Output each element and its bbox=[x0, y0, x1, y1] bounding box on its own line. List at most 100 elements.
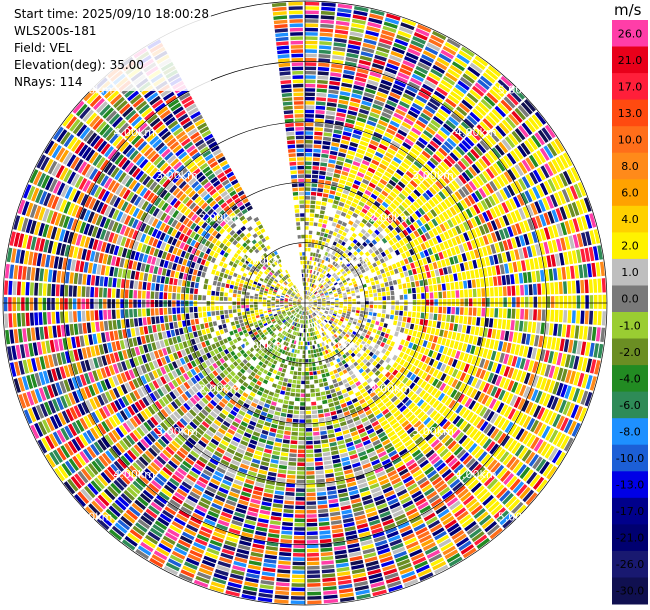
velocity-gate bbox=[419, 195, 427, 204]
velocity-gate bbox=[316, 307, 321, 310]
velocity-gate bbox=[352, 344, 358, 349]
velocity-gate bbox=[323, 355, 328, 360]
velocity-gate bbox=[565, 187, 575, 202]
velocity-gate bbox=[308, 298, 312, 301]
velocity-gate bbox=[386, 167, 395, 175]
velocity-gate bbox=[408, 329, 413, 336]
velocity-gate bbox=[389, 91, 401, 100]
velocity-gate bbox=[458, 244, 465, 253]
velocity-gate bbox=[305, 79, 316, 84]
velocity-gate bbox=[509, 394, 518, 407]
velocity-gate bbox=[360, 197, 367, 204]
velocity-gate bbox=[370, 108, 382, 115]
velocity-gate bbox=[355, 76, 367, 83]
velocity-gate bbox=[499, 189, 508, 201]
velocity-gate bbox=[450, 247, 457, 256]
velocity-gate bbox=[320, 162, 328, 167]
velocity-gate bbox=[527, 373, 535, 386]
velocity-gate bbox=[343, 294, 347, 298]
velocity-gate bbox=[364, 325, 369, 330]
velocity-gate bbox=[442, 250, 448, 259]
velocity-gate bbox=[392, 354, 398, 361]
velocity-gate bbox=[331, 278, 336, 283]
velocity-gate bbox=[567, 310, 572, 323]
velocity-gate bbox=[351, 293, 356, 297]
velocity-gate bbox=[326, 315, 331, 319]
velocity-gate bbox=[308, 304, 313, 307]
velocity-gate bbox=[312, 297, 316, 299]
velocity-gate bbox=[349, 141, 359, 148]
velocity-gate bbox=[283, 435, 291, 440]
velocity-gate bbox=[437, 392, 446, 402]
velocity-gate bbox=[352, 239, 358, 244]
velocity-gate bbox=[585, 358, 593, 373]
velocity-gate bbox=[486, 410, 495, 422]
velocity-gate bbox=[588, 310, 594, 325]
velocity-gate bbox=[337, 103, 348, 109]
velocity-gate bbox=[331, 316, 335, 320]
velocity-gate bbox=[403, 117, 414, 126]
velocity-gate bbox=[518, 320, 524, 332]
velocity-gate bbox=[552, 413, 561, 428]
velocity-gate bbox=[421, 363, 428, 371]
velocity-gate bbox=[497, 204, 505, 215]
velocity-gate bbox=[394, 379, 401, 387]
velocity-gate bbox=[465, 270, 471, 280]
velocity-gate bbox=[492, 400, 501, 412]
velocity-gate bbox=[413, 238, 420, 246]
velocity-gate bbox=[266, 440, 274, 446]
velocity-gate bbox=[348, 370, 354, 376]
velocity-gate bbox=[463, 261, 469, 271]
velocity-gate bbox=[306, 440, 313, 445]
velocity-gate bbox=[305, 247, 308, 252]
velocity-gate bbox=[341, 78, 354, 84]
velocity-gate bbox=[452, 131, 463, 141]
velocity-gate bbox=[312, 307, 316, 311]
velocity-gate bbox=[330, 318, 335, 322]
velocity-gate bbox=[450, 91, 462, 101]
velocity-gate bbox=[308, 278, 311, 282]
velocity-gate bbox=[324, 291, 328, 295]
velocity-gate bbox=[305, 204, 310, 209]
velocity-gate bbox=[313, 435, 321, 440]
velocity-gate bbox=[372, 189, 380, 197]
velocity-gate bbox=[401, 18, 417, 27]
velocity-gate bbox=[310, 191, 317, 196]
velocity-gate bbox=[334, 471, 344, 477]
velocity-gate bbox=[373, 200, 381, 208]
velocity-gate bbox=[324, 128, 333, 133]
velocity-gate bbox=[404, 328, 409, 335]
velocity-gate bbox=[386, 99, 397, 108]
velocity-gate bbox=[307, 341, 310, 346]
velocity-gate bbox=[307, 561, 320, 566]
velocity-gate bbox=[346, 313, 351, 317]
velocity-gate bbox=[470, 388, 478, 399]
velocity-gate bbox=[491, 193, 500, 205]
velocity-gate bbox=[371, 135, 381, 143]
velocity-gate bbox=[381, 313, 386, 318]
velocity-gate bbox=[321, 560, 334, 565]
velocity-gate bbox=[369, 112, 380, 119]
velocity-gate bbox=[457, 160, 467, 171]
velocity-gate bbox=[426, 143, 437, 153]
velocity-gate bbox=[342, 460, 351, 467]
velocity-gate bbox=[287, 466, 296, 471]
velocity-gate bbox=[287, 409, 294, 414]
velocity-gate bbox=[430, 34, 445, 44]
velocity-gate bbox=[372, 289, 377, 293]
velocity-gate bbox=[384, 198, 392, 205]
velocity-gate bbox=[358, 316, 363, 321]
velocity-gate bbox=[461, 253, 467, 262]
velocity-gate bbox=[261, 393, 268, 399]
velocity-gate bbox=[388, 374, 395, 381]
velocity-gate bbox=[437, 284, 442, 291]
velocity-gate bbox=[589, 213, 597, 228]
velocity-gate bbox=[308, 292, 311, 296]
velocity-gate bbox=[362, 346, 367, 352]
velocity-gate bbox=[366, 147, 376, 155]
velocity-gate bbox=[369, 293, 373, 298]
velocity-gate bbox=[542, 197, 550, 211]
velocity-gate bbox=[369, 277, 374, 282]
velocity-gate bbox=[362, 352, 368, 358]
velocity-gate bbox=[305, 239, 308, 243]
